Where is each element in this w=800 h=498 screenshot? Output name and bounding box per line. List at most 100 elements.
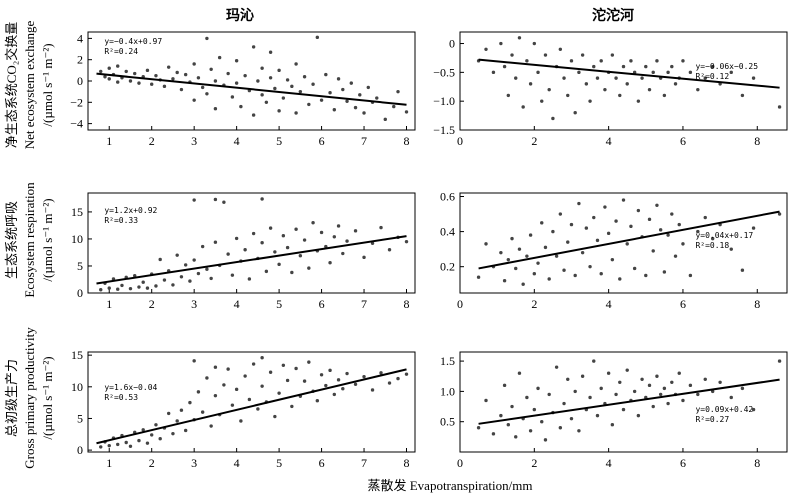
data-point bbox=[536, 70, 540, 75]
data-point bbox=[618, 277, 622, 281]
data-point bbox=[247, 277, 252, 281]
data-point bbox=[506, 257, 511, 262]
data-point bbox=[554, 254, 559, 258]
data-point bbox=[154, 423, 158, 427]
data-point bbox=[150, 82, 154, 86]
data-point bbox=[525, 395, 529, 400]
data-point bbox=[226, 71, 230, 76]
data-point bbox=[573, 273, 577, 278]
data-point bbox=[332, 392, 337, 397]
data-point bbox=[116, 64, 120, 68]
y-tick-label: −2 bbox=[70, 95, 83, 109]
data-point bbox=[103, 75, 107, 79]
data-point bbox=[290, 270, 294, 275]
x-tick-label: 8 bbox=[754, 297, 760, 311]
x-tick-label: 3 bbox=[191, 297, 197, 311]
regression-equation: y=1.6x−0.04 bbox=[104, 383, 157, 392]
data-point bbox=[525, 254, 529, 258]
data-point bbox=[183, 72, 188, 77]
data-point bbox=[162, 84, 167, 89]
x-tick-label: 8 bbox=[404, 134, 410, 148]
row-label-er-unit: /(µmol s⁻¹ m⁻²) bbox=[40, 198, 55, 281]
data-point bbox=[196, 76, 201, 80]
data-point bbox=[268, 226, 273, 230]
data-point bbox=[260, 66, 264, 70]
data-point bbox=[502, 64, 507, 69]
data-point bbox=[662, 270, 667, 274]
data-point bbox=[307, 266, 311, 270]
row-label-nee-unit: /(µmol s⁻¹ m⁻²) bbox=[40, 43, 55, 126]
data-point bbox=[632, 389, 637, 394]
data-point bbox=[107, 286, 111, 290]
data-point bbox=[145, 68, 150, 73]
data-point bbox=[566, 240, 570, 244]
data-point bbox=[506, 93, 511, 98]
data-point bbox=[209, 276, 213, 281]
regression-equation: y=0.09x+0.42 bbox=[695, 405, 753, 414]
data-point bbox=[302, 75, 307, 79]
data-point bbox=[107, 66, 111, 70]
x-tick-label: 3 bbox=[191, 456, 197, 470]
x-tick-label: 4 bbox=[234, 297, 240, 311]
data-point bbox=[666, 233, 670, 237]
data-point bbox=[729, 395, 733, 400]
data-point bbox=[577, 70, 581, 75]
data-point bbox=[681, 242, 685, 246]
data-point bbox=[521, 282, 525, 286]
data-point bbox=[562, 268, 566, 272]
plot-frame bbox=[459, 351, 788, 453]
row-label-er-cn: 生态系统呼吸 bbox=[4, 201, 19, 279]
data-point bbox=[116, 287, 120, 291]
data-point bbox=[569, 416, 574, 421]
data-point bbox=[205, 36, 209, 41]
data-point bbox=[499, 250, 503, 255]
y-tick-label: 0 bbox=[77, 443, 83, 457]
data-point bbox=[580, 374, 585, 378]
data-point bbox=[569, 59, 574, 63]
x-tick-label: 7 bbox=[361, 456, 367, 470]
data-point bbox=[532, 272, 537, 276]
data-point bbox=[621, 407, 626, 412]
data-point bbox=[551, 116, 555, 121]
data-point bbox=[341, 251, 345, 256]
data-point bbox=[536, 386, 540, 391]
data-point bbox=[729, 247, 733, 251]
regression-equation: y=1.2x+0.92 bbox=[104, 206, 157, 215]
data-point bbox=[230, 403, 235, 407]
data-point bbox=[268, 370, 273, 374]
data-point bbox=[777, 105, 782, 109]
data-point bbox=[476, 275, 481, 279]
data-point bbox=[200, 85, 205, 90]
x-tick-label: 1 bbox=[106, 134, 112, 148]
data-point bbox=[392, 104, 396, 109]
data-point bbox=[387, 381, 392, 385]
regression-line bbox=[96, 368, 407, 445]
data-point bbox=[651, 249, 655, 253]
data-point bbox=[358, 93, 362, 97]
data-point bbox=[302, 379, 307, 383]
data-point bbox=[319, 230, 324, 235]
x-tick-label: 3 bbox=[191, 134, 197, 148]
data-point bbox=[491, 70, 496, 75]
data-point bbox=[510, 404, 514, 409]
x-tick-label: 8 bbox=[754, 134, 760, 148]
data-point bbox=[528, 233, 533, 237]
data-point bbox=[290, 84, 294, 89]
data-point bbox=[294, 111, 298, 115]
regression-line bbox=[96, 72, 407, 106]
x-tick-label: 2 bbox=[531, 134, 537, 148]
x-tick-label: 6 bbox=[319, 297, 325, 311]
row-label-gpp-en: Gross primary productivity bbox=[22, 327, 37, 469]
data-point bbox=[502, 279, 507, 283]
data-point bbox=[703, 377, 707, 381]
data-point bbox=[137, 81, 141, 85]
x-tick-label: 5 bbox=[276, 456, 282, 470]
row-label-er-en: Ecosystem respiration bbox=[22, 182, 37, 298]
data-point bbox=[404, 239, 409, 244]
data-point bbox=[158, 437, 162, 441]
data-point bbox=[670, 380, 674, 385]
